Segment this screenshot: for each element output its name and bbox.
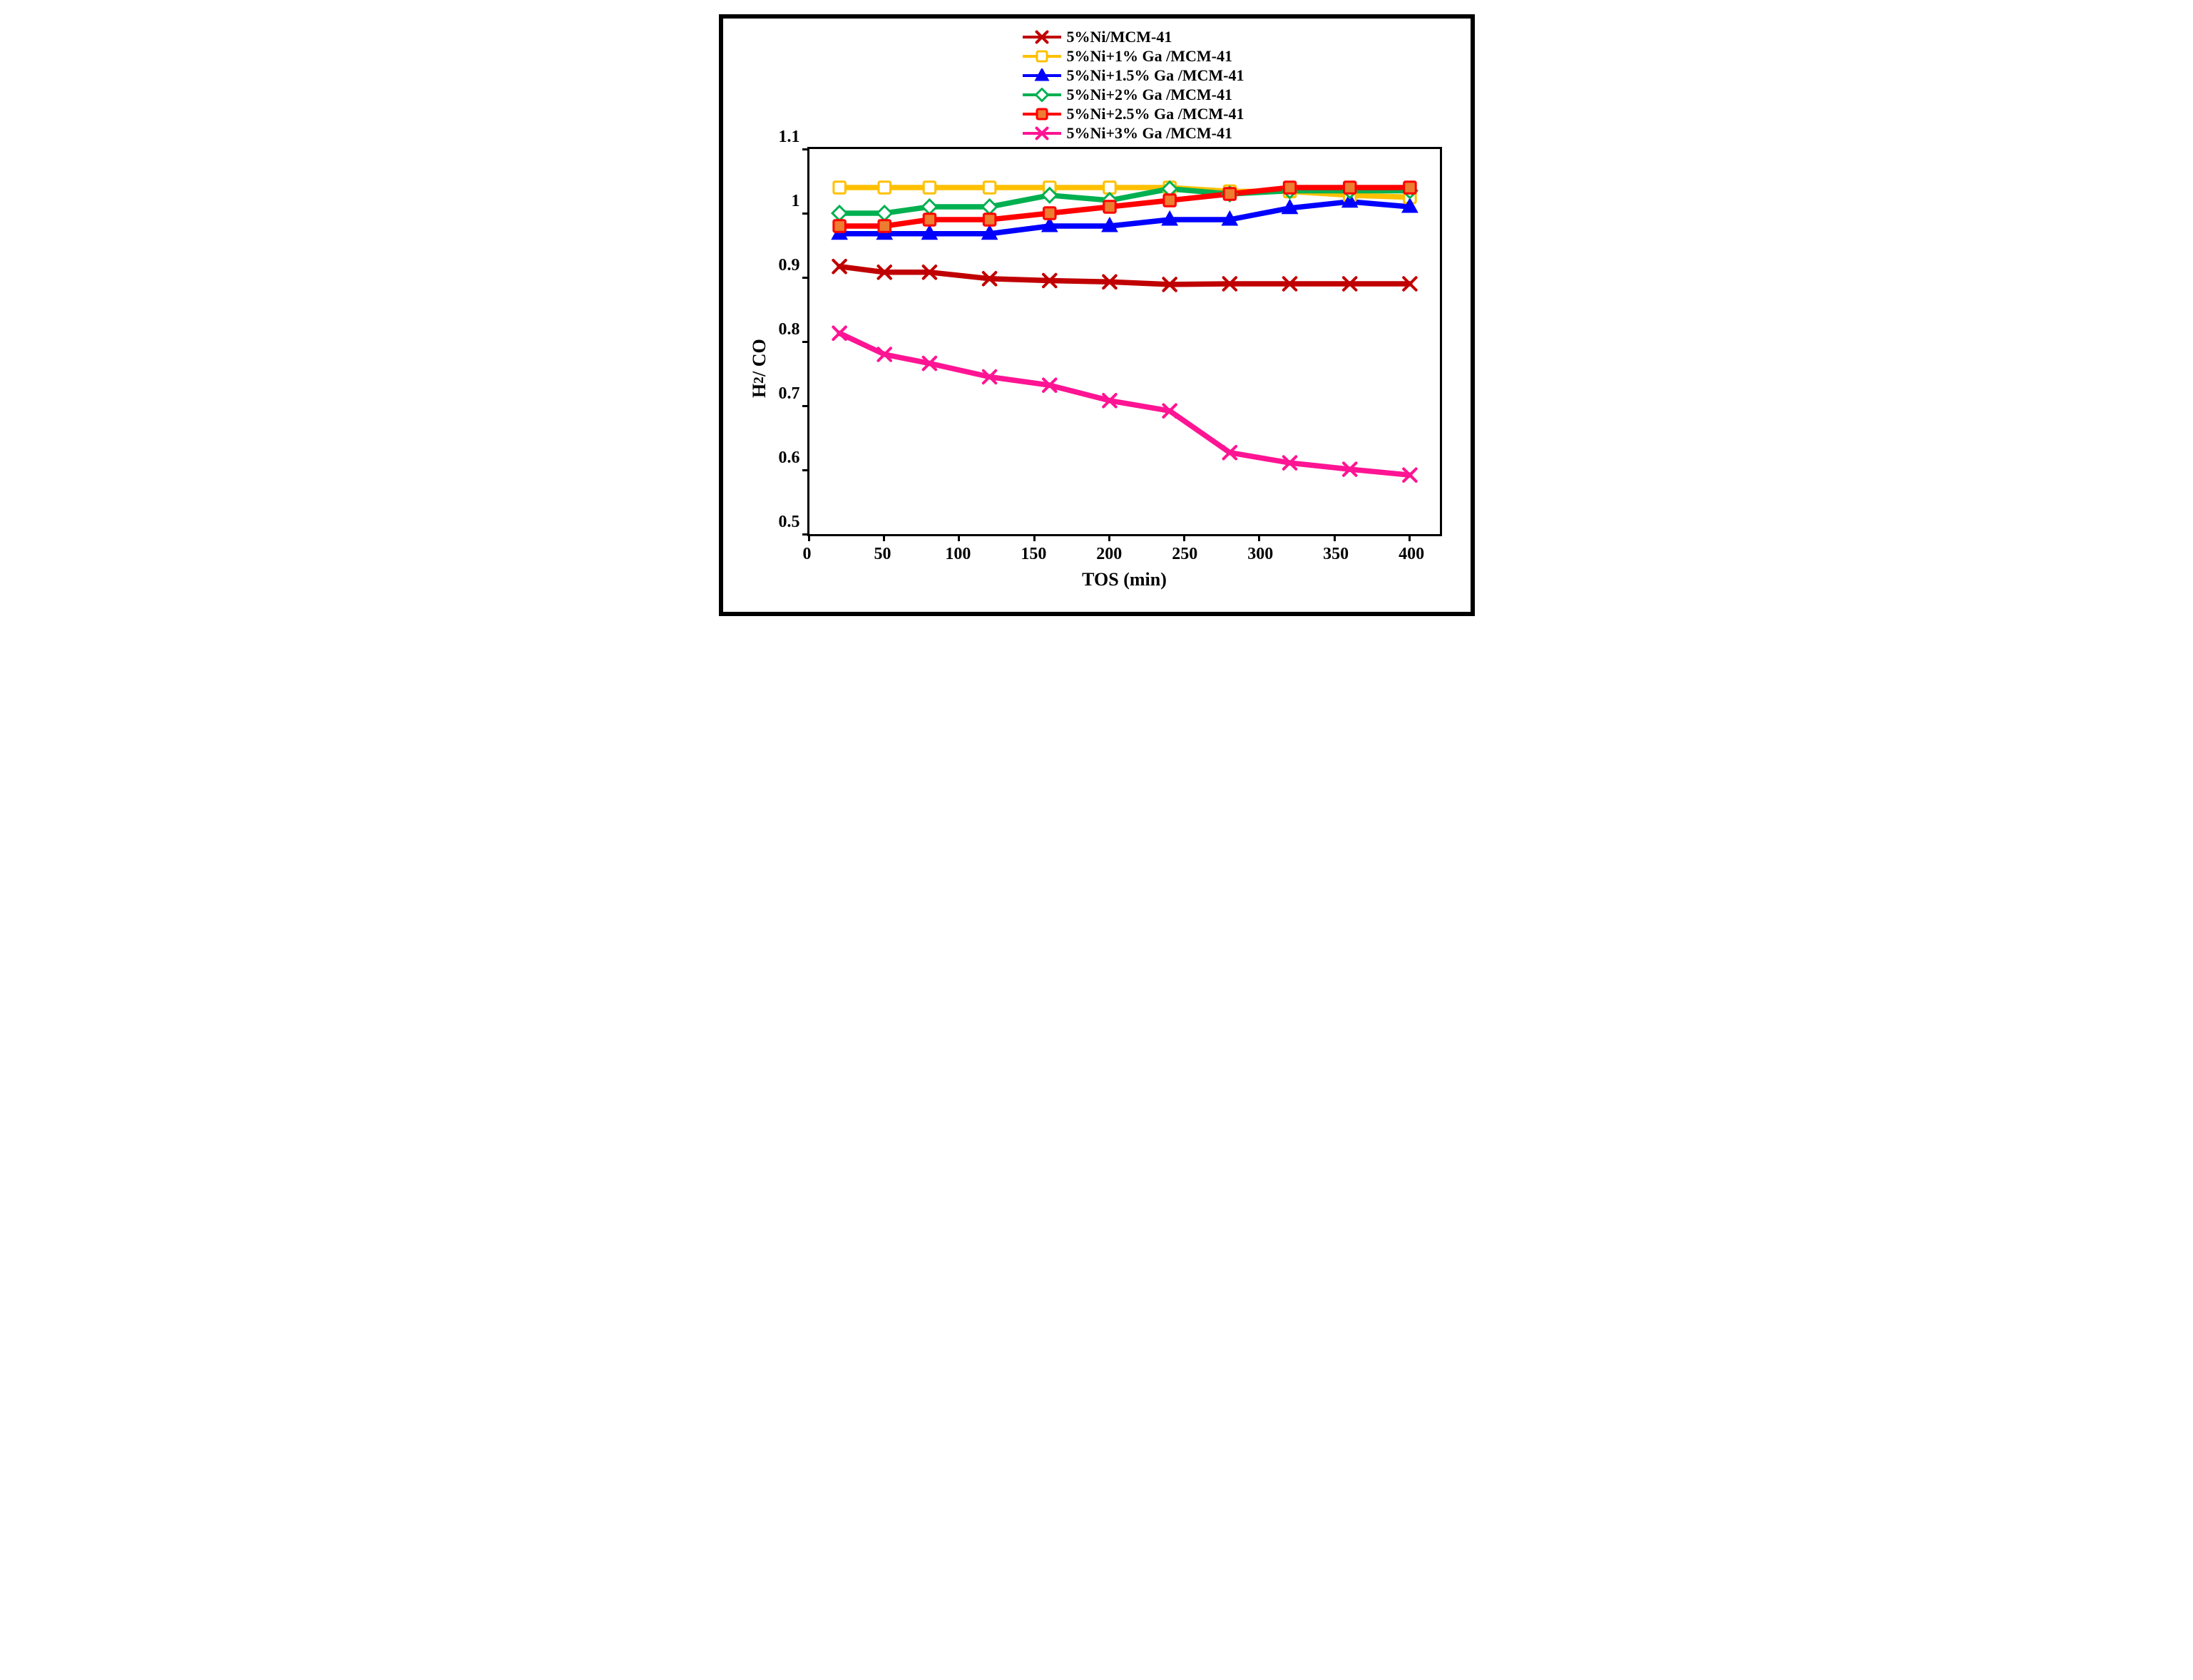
plot-area [807, 147, 1442, 536]
y-axis-label: H2 / CO [745, 147, 770, 590]
legend-label: 5%Ni+1.5% Ga /MCM-41 [1067, 66, 1244, 85]
chart-frame: 5%Ni/MCM-41 5%Ni+1% Ga /MCM-41 5%Ni+1.5%… [719, 14, 1475, 616]
legend: 5%Ni/MCM-41 5%Ni+1% Ga /MCM-41 5%Ni+1.5%… [1023, 28, 1442, 143]
legend-item: 5%Ni+1% Ga /MCM-41 [1023, 47, 1442, 66]
legend-label: 5%Ni/MCM-41 [1067, 28, 1172, 46]
x-tick: 350 [1323, 545, 1349, 564]
y-tick-mark [802, 341, 809, 343]
legend-swatch [1023, 68, 1061, 83]
x-tick: 200 [1096, 545, 1122, 564]
y-tick-mark [802, 405, 809, 407]
x-tick: 150 [1021, 545, 1046, 564]
legend-swatch [1023, 49, 1061, 63]
x-axis-ticks: 050100150200250300350400 [807, 536, 1442, 556]
legend-swatch [1023, 88, 1061, 102]
legend-item: 5%Ni+3% Ga /MCM-41 [1023, 124, 1442, 143]
y-tick-mark [802, 148, 809, 150]
legend-item: 5%Ni+2.5% Ga /MCM-41 [1023, 105, 1442, 123]
x-tick: 250 [1172, 545, 1197, 564]
legend-swatch [1023, 107, 1061, 121]
legend-label: 5%Ni+2.5% Ga /MCM-41 [1067, 105, 1244, 123]
legend-item: 5%Ni+2% Ga /MCM-41 [1023, 86, 1442, 104]
y-tick-mark [802, 469, 809, 471]
legend-swatch [1023, 30, 1061, 44]
legend-label: 5%Ni+2% Ga /MCM-41 [1067, 86, 1233, 104]
y-axis-ticks: 1.110.90.80.70.60.5 [770, 147, 807, 532]
chart-body: H2 / CO 1.110.90.80.70.60.5 [745, 147, 1442, 590]
x-axis-label: TOS (min) [807, 569, 1442, 590]
x-tick: 300 [1247, 545, 1273, 564]
legend-item: 5%Ni/MCM-41 [1023, 28, 1442, 46]
legend-item: 5%Ni+1.5% Ga /MCM-41 [1023, 66, 1442, 85]
plot-wrap: 050100150200250300350400 TOS (min) [807, 147, 1442, 590]
x-tick: 400 [1399, 545, 1424, 564]
x-tick: 50 [874, 545, 891, 564]
y-tick-mark [802, 277, 809, 279]
x-tick: 0 [803, 545, 812, 564]
legend-label: 5%Ni+3% Ga /MCM-41 [1067, 124, 1233, 143]
y-tick-mark [802, 212, 809, 215]
series-markers-layer [809, 149, 1440, 534]
legend-label: 5%Ni+1% Ga /MCM-41 [1067, 47, 1233, 66]
legend-swatch [1023, 126, 1061, 140]
x-tick: 100 [945, 545, 971, 564]
